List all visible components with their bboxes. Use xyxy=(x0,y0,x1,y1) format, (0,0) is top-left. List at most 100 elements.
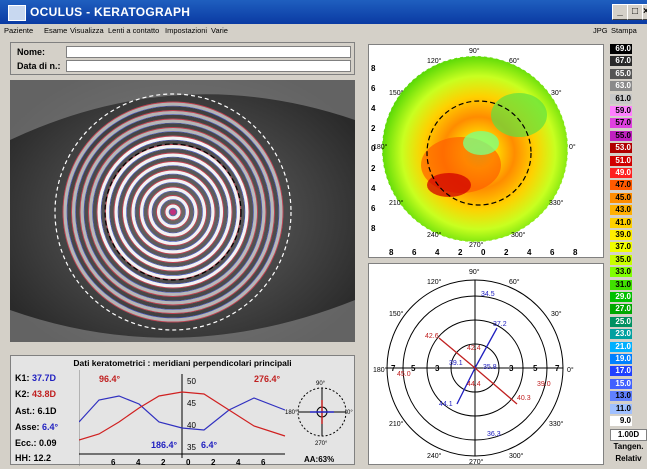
menu-impostazioni[interactable]: Impostazioni xyxy=(165,26,208,35)
topo-axis-left-tick: 4 xyxy=(371,104,376,113)
profile-y-tick: 50 xyxy=(187,377,196,386)
topo-angle-label: 60° xyxy=(509,57,520,65)
scale-swatch: 51.0 xyxy=(610,155,632,166)
meridian-angle-label: 300° xyxy=(509,452,524,460)
aa-value: AA:63% xyxy=(304,455,334,464)
hh-row: HH: 12.2 xyxy=(15,453,51,463)
dob-label: Data di n.: xyxy=(17,61,61,71)
menu-paziente[interactable]: Paziente xyxy=(4,26,34,35)
scale-swatch: 31.0 xyxy=(610,279,632,290)
meridian-lines xyxy=(438,327,518,405)
ring-number-marker: 5 xyxy=(411,364,416,373)
close-button[interactable]: × xyxy=(642,4,647,20)
placido-ring xyxy=(113,152,233,272)
meridian-value-label: 44.4 xyxy=(467,381,481,388)
meridian-value-label: 34.5 xyxy=(481,291,495,298)
meridian-value-label: 40.3 xyxy=(517,395,531,402)
ring-edge-red xyxy=(130,169,216,255)
placido-rings xyxy=(62,101,284,323)
ring-edge-red xyxy=(139,178,207,246)
menu-varie[interactable]: Varie xyxy=(211,26,228,35)
hh-label: HH: xyxy=(15,453,31,463)
topo-axis-left-tick: 8 xyxy=(371,224,376,233)
color-scale: 69.0 67.0 65.0 63.0 61.0 59.0 57.0 55.0 53.0 51.0… xyxy=(610,44,647,465)
blue-meridian-curve xyxy=(79,395,286,431)
menu-visualizza[interactable]: Visualizza xyxy=(70,26,104,35)
red-meridian-curve xyxy=(79,391,286,441)
menu-esame[interactable]: Esame xyxy=(44,26,68,35)
profile-x-tick: 0 xyxy=(186,458,191,466)
ring-edge-red xyxy=(164,203,182,221)
topo-axis-bottom-tick: 0 xyxy=(481,248,486,257)
meridian-angle-label: 180° xyxy=(373,366,388,374)
menu-stampa[interactable]: Stampa xyxy=(611,26,637,35)
meridian-value-label: 37.2 xyxy=(493,321,507,328)
ring-number-marker: 7 xyxy=(391,364,396,373)
scale-swatch: 13.0 xyxy=(610,391,632,402)
window-title: OCULUS - KERATOGRAPH xyxy=(30,5,191,19)
scale-swatch: 41.0 xyxy=(610,217,632,228)
meridian-line xyxy=(438,337,476,369)
profile-x-tick: 4 xyxy=(136,458,141,466)
placido-ring xyxy=(122,161,224,263)
ring-edge-blue xyxy=(83,122,263,302)
menu-jpg[interactable]: JPG xyxy=(593,26,608,35)
mini-angle-0: 0° xyxy=(347,410,353,416)
scale-mode-tangential[interactable]: Tangen. xyxy=(613,442,644,451)
profile-y-tick: 45 xyxy=(187,399,196,408)
meridian-profile-chart: 50 45 40 35 6 4 2 0 2 4 6 96.4° 276.4° 186.4° 6.4°… xyxy=(79,370,353,466)
topo-angle-label: 240° xyxy=(427,231,442,239)
meridian-value-label: 39.1 xyxy=(449,360,463,367)
k2-value: 43.8D xyxy=(32,389,57,399)
topo-axis-left-tick: 6 xyxy=(371,204,376,213)
ecc-value: 0.09 xyxy=(39,438,57,448)
topo-angle-label: 90° xyxy=(469,47,480,55)
topo-axis-bottom-tick: 4 xyxy=(527,248,532,257)
meridian-angle-label: 60° xyxy=(509,278,520,286)
k1-label: K1: xyxy=(15,373,30,383)
scale-swatch: 25.0 xyxy=(610,316,632,327)
ring-number-marker: 5 xyxy=(533,364,538,373)
keratometry-title: Dati keratometrici : meridiani perpendic… xyxy=(73,358,292,368)
placido-ring xyxy=(88,127,258,297)
topo-axis-bottom-tick: 6 xyxy=(412,248,417,257)
placido-ring xyxy=(156,195,190,229)
scale-swatch: 11.0 xyxy=(610,403,632,414)
minimize-button[interactable]: _ xyxy=(612,4,628,20)
patient-panel: Nome: Data di n.: xyxy=(10,42,355,75)
meridian-value-label: 36.3 xyxy=(487,431,501,438)
placido-ring xyxy=(96,135,250,289)
meridian-angle-label: 30° xyxy=(551,310,562,318)
scale-swatch: 15.0 xyxy=(610,378,632,389)
scale-swatch: 55.0 xyxy=(610,130,632,141)
scale-step-label[interactable]: 1.00D xyxy=(610,429,647,441)
menu-lenti[interactable]: Lenti a contatto xyxy=(108,26,160,35)
scale-swatch: 47.0 xyxy=(610,180,632,191)
topo-angle-label: 270° xyxy=(469,241,484,249)
maximize-button[interactable]: □ xyxy=(627,4,643,20)
profile-x-tick: 6 xyxy=(261,458,266,466)
profile-x-tick: 4 xyxy=(236,458,241,466)
ring-edge-blue xyxy=(100,139,246,285)
meridian-angle-label: 150° xyxy=(389,310,404,318)
eye-image xyxy=(10,80,355,342)
topo-angle-label: 150° xyxy=(389,89,404,97)
scale-swatch: 17.0 xyxy=(610,366,632,377)
profile-x-tick: 2 xyxy=(211,458,216,466)
meridian-value-label: 42.6 xyxy=(425,333,439,340)
meridian-line xyxy=(474,327,498,369)
meridian-angle-label: 90° xyxy=(469,268,480,276)
mini-angle-180: 180° xyxy=(285,410,298,416)
scale-swatch: 45.0 xyxy=(610,192,632,203)
name-field[interactable] xyxy=(66,46,351,58)
dob-field[interactable] xyxy=(66,60,351,72)
scale-swatch: 39.0 xyxy=(610,230,632,240)
scale-mode-relative[interactable]: Relativ xyxy=(615,454,642,463)
ecc-row: Ecc.: 0.09 xyxy=(15,438,57,448)
ring-edge-blue xyxy=(134,173,212,251)
ring-edge-blue xyxy=(92,131,254,293)
ring-edge-red xyxy=(147,186,199,238)
scale-swatch: 33.0 xyxy=(610,267,632,278)
topo-axis-left-tick: 6 xyxy=(371,84,376,93)
profile-x-tick: 2 xyxy=(161,458,166,466)
